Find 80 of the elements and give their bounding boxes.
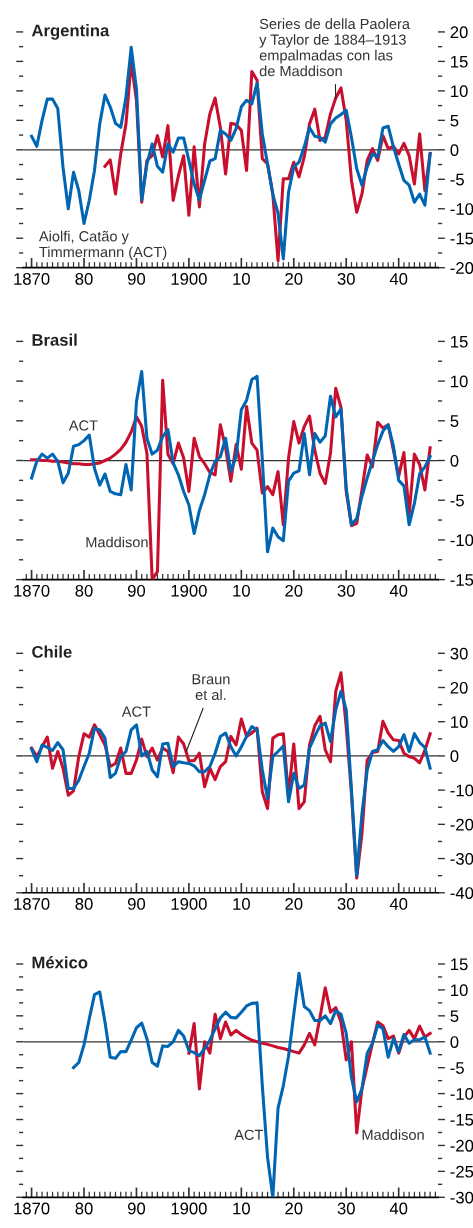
y-tick-label: -15	[450, 232, 473, 245]
x-tick-label: 90	[127, 1202, 146, 1215]
x-tick-label: 90	[127, 273, 146, 285]
y-tick-label: -10	[450, 203, 473, 215]
x-tick-label: 40	[389, 584, 408, 597]
x-tick-label: 1900	[171, 1202, 207, 1215]
x-tick-label: 30	[337, 584, 355, 597]
y-tick-label: -30	[450, 1191, 473, 1204]
y-tick-label: -20	[450, 818, 473, 831]
x-tick-label: 1870	[14, 273, 50, 285]
x-tick-label: 80	[75, 898, 93, 910]
y-tick-label: 20	[450, 26, 468, 39]
y-tick-label: -5	[450, 494, 464, 507]
y-tick-label: 20	[450, 681, 468, 694]
y-tick-label: 10	[451, 716, 468, 728]
y-tick-label: 10	[451, 375, 468, 388]
x-tick-label: 1900	[171, 273, 207, 285]
x-tick-label: 20	[285, 584, 303, 597]
x-tick-label: 20	[285, 1202, 303, 1215]
chart-title: México	[32, 956, 88, 969]
x-tick-label: 30	[337, 898, 355, 910]
x-tick-label: 30	[337, 273, 355, 285]
x-tick-label: 40	[389, 898, 408, 910]
x-tick-label: 20	[285, 898, 303, 910]
y-tick-label: -5	[450, 173, 464, 186]
x-tick-label: 40	[389, 273, 408, 285]
y-tick-label: 0	[450, 144, 459, 157]
x-tick-label: 90	[127, 898, 146, 910]
x-tick-label: 80	[75, 584, 93, 597]
x-tick-label: 80	[75, 1202, 93, 1215]
y-tick-label: -30	[450, 852, 473, 865]
x-tick-label: 80	[75, 273, 93, 285]
x-tick-label: 1900	[171, 584, 207, 597]
y-tick-label: -10	[450, 784, 473, 797]
y-tick-label: 15	[451, 55, 468, 68]
y-tick-label: -40	[450, 887, 473, 899]
y-tick-label: -25	[450, 1165, 473, 1178]
y-tick-label: -5	[450, 1062, 464, 1074]
y-tick-label: -15	[450, 574, 473, 586]
line-series	[71, 971, 432, 1198]
chart-title: Brasil	[32, 333, 77, 346]
y-tick-label: -15	[450, 1114, 473, 1126]
y-tick-label: -20	[450, 262, 473, 274]
annotation: Braun et al.	[192, 674, 230, 701]
y-tick-label: 0	[450, 454, 459, 467]
annotation: Series de della Paolera y Taylor de 1884–1913 empalmadas con las de Maddison	[259, 18, 410, 77]
x-tick-label: 40	[389, 1202, 408, 1215]
y-tick-label: 5	[450, 1010, 459, 1023]
x-tick-label: 10	[233, 584, 250, 597]
y-tick-label: 10	[451, 85, 468, 98]
x-tick-label: 10	[233, 1202, 250, 1215]
annotation: ACT	[68, 420, 98, 431]
y-tick-label: 5	[450, 114, 459, 127]
y-tick-label: 30	[450, 647, 468, 660]
x-tick-label: 90	[127, 584, 146, 597]
y-tick-label: 0	[450, 1036, 459, 1048]
y-tick-label: -20	[450, 1139, 473, 1152]
y-tick-label: 5	[450, 415, 459, 427]
y-tick-label: -10	[450, 1088, 473, 1100]
x-tick-label: 1870	[14, 1202, 50, 1215]
x-tick-label: 1870	[14, 898, 50, 910]
annotation: ACT	[121, 706, 151, 717]
x-tick-label: 10	[233, 273, 250, 285]
y-tick-label: 15	[451, 335, 468, 348]
y-tick-label: -10	[450, 534, 473, 547]
annotation: Aiolfi, Catão y Timmermann (ACT)	[38, 230, 167, 261]
x-tick-label: 1870	[14, 584, 50, 597]
x-tick-label: 1900	[171, 898, 207, 910]
chart-title: Argentina	[31, 24, 110, 40]
y-tick-label: 15	[451, 958, 468, 971]
chart-title: Chile	[32, 645, 72, 658]
y-tick-label: 0	[450, 750, 459, 763]
annotation: ACT	[234, 1129, 264, 1140]
x-tick-label: 10	[233, 898, 250, 910]
line-series	[30, 370, 432, 554]
annotation: Maddison	[362, 1129, 424, 1140]
x-tick-label: 20	[285, 273, 303, 285]
annotation: Maddison	[86, 536, 148, 548]
y-tick-label: 10	[451, 984, 468, 997]
x-tick-label: 30	[337, 1202, 355, 1215]
